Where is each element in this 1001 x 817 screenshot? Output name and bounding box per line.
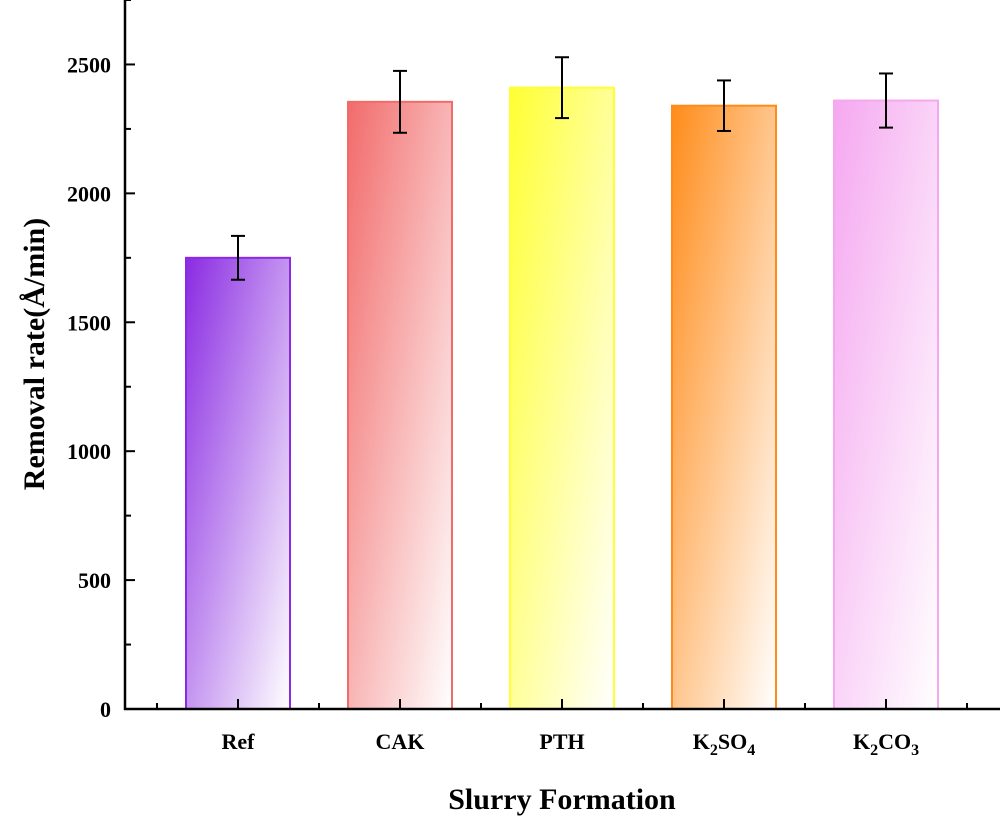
axes-layer [123,0,1000,711]
bar-pth [509,86,615,710]
error-bar-ref [231,234,245,281]
bar-cak [347,100,453,710]
bar-k2so4 [671,104,777,711]
bars-layer [185,86,939,711]
error-bar-cak [393,69,407,134]
error-bar-k2co3 [879,72,893,129]
error-bars-layer [231,56,893,281]
bar-ref [185,256,291,710]
y-tick-label: 2500 [67,52,111,77]
x-axis-title: Slurry Formation [448,783,676,816]
x-tick-label-k2so4: K2SO4 [693,729,755,759]
x-tick-label-cak: CAK [376,729,425,754]
y-tick-label: 2000 [67,181,111,206]
y-tick-label: 1000 [67,439,111,464]
y-tick-label: 0 [100,697,111,722]
y-tick-label: 500 [78,568,111,593]
x-tick-label-ref: Ref [222,729,256,754]
y-axis-title: Removal rate(Å/min) [18,218,51,490]
bar-k2co3 [833,99,939,711]
error-bar-k2so4 [717,79,731,132]
x-tick-label-k2co3: K2CO3 [853,729,919,759]
labels-layer: 0 500 1000 1500 2000 2500 Ref CAK PTH K2SO4 K2CO3 [67,52,919,759]
y-tick-label: 1500 [67,310,111,335]
error-bar-pth [555,56,569,120]
x-tick-label-pth: PTH [539,729,584,754]
